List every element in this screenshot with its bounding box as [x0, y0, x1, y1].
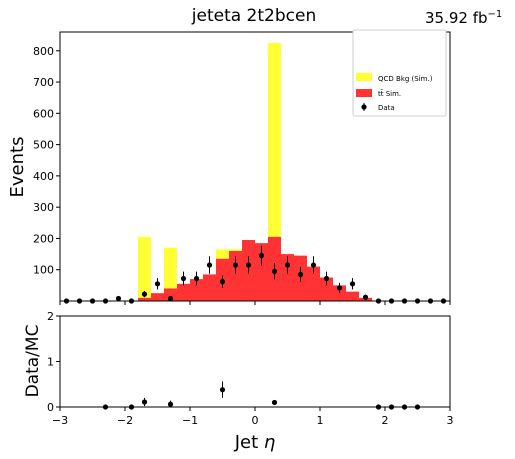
ttbar-bar	[164, 288, 177, 301]
ttbar-bar	[229, 250, 242, 301]
x-tick-label: −1	[182, 414, 198, 427]
legend-data-marker	[361, 104, 367, 110]
data-point	[245, 262, 252, 268]
ratio-panel: 0 1 2 −3 −2 −1 0 1 2 3 Data/MC Jet η	[23, 310, 454, 453]
ratio-y-tick-label: 1	[47, 356, 54, 369]
data-point	[232, 262, 239, 268]
data-point	[271, 268, 278, 274]
ratio-point	[271, 399, 278, 406]
legend: QCD Bkg (Sim.) tt̄ Sim. Data	[352, 29, 447, 117]
x-tick-label: 1	[317, 414, 324, 427]
ratio-point	[219, 387, 226, 393]
data-point	[258, 253, 265, 259]
qcd-bar	[268, 42, 281, 237]
ttbar-bar	[138, 297, 151, 301]
data-point	[167, 295, 174, 302]
main-y-axis-label: Events	[7, 137, 28, 198]
data-point	[297, 271, 304, 278]
qcd-bar	[229, 249, 242, 251]
data-point	[323, 275, 330, 282]
main-x-ticks	[59, 301, 451, 305]
ttbar-bar	[190, 279, 203, 301]
data-point	[115, 295, 122, 302]
ttbar-bar	[177, 283, 190, 301]
x-tick-label: −2	[117, 414, 133, 427]
ttbar-bar	[320, 277, 333, 301]
ratio-points	[102, 381, 421, 410]
data-point	[310, 262, 317, 268]
legend-box	[352, 29, 447, 117]
luminosity-value: 35.92 fb	[425, 9, 488, 27]
ratio-x-axis: −3 −2 −1 0 1 2 3	[52, 407, 454, 427]
main-y-tick-label: 600	[33, 107, 54, 120]
qcd-bar	[216, 249, 229, 259]
main-y-tick-label: 800	[33, 45, 54, 58]
legend-label-ttbar: tt̄ Sim.	[378, 89, 401, 98]
data-point	[349, 281, 356, 287]
data-point	[154, 281, 161, 287]
data-point	[193, 275, 200, 282]
main-y-tick-label: 200	[33, 232, 54, 245]
ttbar-bar	[255, 243, 268, 301]
plot-title: jeteta 2t2bcen	[191, 6, 316, 26]
ttbar-bar	[333, 285, 346, 301]
ratio-y-tick-label: 0	[47, 401, 54, 414]
main-panel: 100 200 300 400 500 600 700 800 Events QCD Bkg …	[7, 29, 451, 305]
x-axis-label: Jet η	[234, 432, 276, 453]
x-tick-label: −3	[52, 414, 68, 427]
ttbar-bar	[346, 291, 359, 301]
data-point	[206, 262, 213, 268]
legend-swatch-ttbar	[356, 89, 372, 97]
legend-label-data: Data	[378, 104, 395, 112]
ratio-y-tick-label: 2	[47, 310, 54, 323]
main-y-tick-label: 700	[33, 76, 54, 89]
qcd-bars	[138, 42, 281, 298]
legend-label-qcd: QCD Bkg (Sim.)	[378, 75, 433, 83]
main-y-tick-label: 400	[33, 170, 54, 183]
qcd-bar	[164, 247, 177, 289]
data-point	[180, 275, 187, 282]
ratio-y-axis: 0 1 2	[47, 310, 60, 414]
ttbar-bar	[281, 254, 294, 301]
data-point	[362, 294, 369, 300]
main-y-tick-label: 300	[33, 201, 54, 214]
luminosity-label: 35.92 fb−1	[425, 9, 502, 27]
x-tick-label: 2	[382, 414, 389, 427]
ttbar-bar	[151, 293, 164, 301]
x-tick-label: 0	[252, 414, 259, 427]
data-point	[219, 279, 226, 285]
main-y-tick-label: 500	[33, 139, 54, 152]
data-point	[284, 262, 291, 268]
data-point	[141, 291, 148, 297]
data-point	[336, 285, 343, 291]
main-y-axis: 100 200 300 400 500 600 700 800	[33, 45, 60, 277]
ratio-y-axis-label: Data/MC	[23, 325, 43, 398]
legend-swatch-qcd	[356, 73, 372, 81]
ratio-frame	[59, 315, 451, 408]
ttbar-bar	[307, 266, 320, 301]
luminosity-exponent: −1	[488, 9, 503, 20]
main-y-tick-label: 100	[33, 264, 54, 277]
qcd-bar	[138, 236, 151, 298]
ratio-point	[141, 399, 148, 405]
ratio-point	[167, 401, 174, 407]
ttbar-bar	[203, 274, 216, 301]
x-tick-label: 3	[447, 414, 454, 427]
